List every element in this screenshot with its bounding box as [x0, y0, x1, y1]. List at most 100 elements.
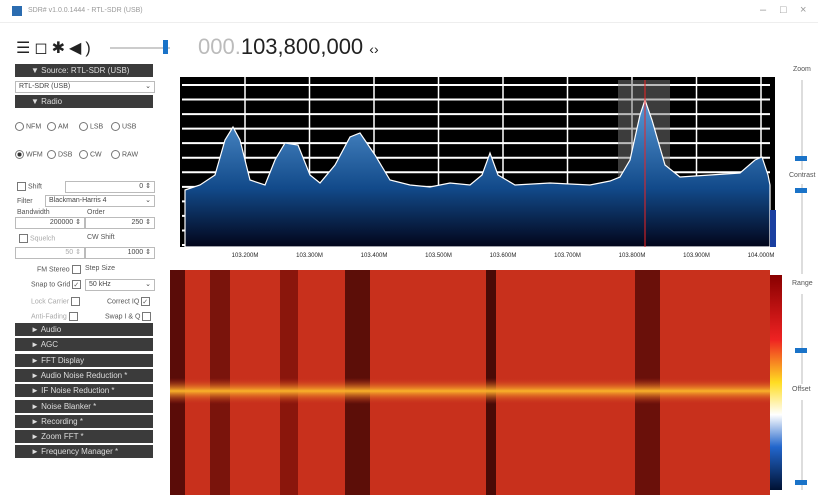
filter-label: Filter — [17, 198, 33, 205]
zoom-label: Zoom — [793, 66, 811, 73]
mode-option[interactable]: RAW — [111, 150, 138, 159]
volume-track — [110, 47, 170, 49]
device-text: RTL-SDR (USB) — [19, 83, 70, 90]
radio-button — [79, 122, 88, 131]
panel-header[interactable]: ► Frequency Manager * — [15, 445, 153, 458]
minimize[interactable]: – — [760, 4, 766, 16]
x-label: 103.500M — [425, 253, 452, 259]
squelch-check[interactable]: Squelch — [17, 234, 55, 243]
zoom-knob[interactable] — [795, 156, 807, 161]
lock-carrier-check[interactable]: Lock Carrier — [31, 297, 82, 306]
waterfall[interactable] — [170, 270, 785, 495]
y-label: -10 — [172, 83, 179, 89]
order-input[interactable]: 250 ⇕ — [85, 217, 155, 229]
y-label: -100 — [170, 214, 179, 220]
squelch-input[interactable]: 50 ⇕ — [15, 247, 85, 259]
anti-fading-label: Anti-Fading — [31, 313, 67, 320]
bandwidth-label: Bandwidth — [17, 209, 50, 216]
panel-title: Zoom FFT * — [41, 432, 84, 441]
correct-iq-check[interactable]: Correct IQ✓ — [107, 297, 152, 306]
radio-button — [111, 122, 120, 131]
sdr-window: SDR# v1.0.0.1444 - RTL-SDR (USB) – □ × ☰… — [0, 0, 818, 498]
source-header[interactable]: ▼ Source: RTL-SDR (USB) — [15, 64, 153, 77]
y-label: -70 — [172, 170, 179, 176]
radio-header[interactable]: ▼ Radio — [15, 95, 153, 108]
panel-title: Frequency Manager * — [41, 447, 118, 456]
left-panel: ▼ Source: RTL-SDR (USB) RTL-SDR (USB)⌄ ▼… — [15, 64, 155, 459]
anti-fading-check[interactable]: Anti-Fading — [31, 312, 80, 321]
level-meter — [770, 210, 776, 247]
range-label: Range — [792, 280, 813, 287]
filter-select[interactable]: Blackman-Harris 4⌄ — [45, 195, 155, 207]
mode-label: RAW — [122, 151, 138, 158]
mode-label: LSB — [90, 123, 103, 130]
panel-header[interactable]: ► Audio Noise Reduction * — [15, 369, 153, 382]
fm-stereo-check[interactable]: FM Stereo — [37, 265, 83, 274]
shift-value[interactable]: 0 ⇕ — [65, 181, 155, 193]
close[interactable]: × — [800, 4, 806, 16]
waterfall-frame — [170, 270, 785, 495]
y-label: -120 — [170, 243, 179, 249]
bandwidth-text: 200000 — [50, 219, 73, 226]
mode-option[interactable]: AM — [47, 122, 69, 131]
fm-stereo-label: FM Stereo — [37, 266, 70, 273]
x-label: 103.400M — [361, 253, 388, 259]
spectrum-analyzer[interactable]: -10-20-30-40-50-60-70-80-90-100-110-1201… — [170, 65, 785, 268]
mode-option[interactable]: USB — [111, 122, 136, 131]
signal-band — [170, 378, 770, 404]
panel-header[interactable]: ► Noise Blanker * — [15, 400, 153, 413]
contrast-knob[interactable] — [795, 188, 807, 193]
cw-shift-input[interactable]: 1000 ⇕ — [85, 247, 155, 259]
x-label: 103.800M — [619, 253, 646, 259]
mode-option[interactable]: NFM — [15, 122, 41, 131]
panel-header[interactable]: ► AGC — [15, 338, 153, 351]
mode-option[interactable]: WFM — [15, 150, 43, 159]
step-text: 50 kHz — [89, 281, 111, 288]
bandwidth-input[interactable]: 200000 ⇕ — [15, 217, 85, 229]
y-label: -30 — [172, 112, 179, 118]
panel-title: Audio — [41, 325, 61, 334]
mode-option[interactable]: LSB — [79, 122, 103, 131]
panel-title: AGC — [41, 340, 58, 349]
mode-option[interactable]: CW — [79, 150, 102, 159]
correct-iq-label: Correct IQ — [107, 298, 139, 305]
radio-button — [15, 150, 24, 159]
panel-title: Noise Blanker * — [41, 402, 96, 411]
radio-button — [111, 150, 120, 159]
step-select[interactable]: 50 kHz⌄ — [85, 279, 155, 291]
panel-header[interactable]: ► Audio — [15, 323, 153, 336]
panel-header[interactable]: ► Zoom FFT * — [15, 430, 153, 443]
snap-check[interactable]: Snap to Grid✓ — [31, 280, 83, 289]
panel-title: Audio Noise Reduction * — [41, 371, 128, 380]
mode-option[interactable]: DSB — [47, 150, 72, 159]
order-label: Order — [87, 209, 105, 216]
mode-label: CW — [90, 151, 102, 158]
squelch-label: Squelch — [30, 235, 55, 242]
offset-knob[interactable] — [795, 480, 807, 485]
x-label: 103.600M — [490, 253, 517, 259]
panel-header[interactable]: ► FFT Display — [15, 354, 153, 367]
panel-header[interactable]: ► Recording * — [15, 415, 153, 428]
y-label: -50 — [172, 141, 179, 147]
shift-check[interactable]: Shift — [15, 182, 42, 191]
y-label: -110 — [170, 228, 179, 234]
frequency-display[interactable]: 000.103,800,000 ‹› — [198, 34, 379, 60]
range-knob[interactable] — [795, 348, 807, 353]
x-label: 103.300M — [296, 253, 323, 259]
panel-header[interactable]: ► IF Noise Reduction * — [15, 384, 153, 397]
maximize[interactable]: □ — [780, 4, 787, 16]
y-label: -90 — [172, 199, 179, 205]
shift-value-text: 0 — [139, 183, 143, 190]
swap-iq-check[interactable]: Swap I & Q — [105, 312, 153, 321]
swap-iq-label: Swap I & Q — [105, 313, 140, 320]
volume-knob[interactable] — [163, 40, 168, 54]
tuning-arrows[interactable]: ‹› — [369, 41, 378, 57]
radio-button — [15, 122, 24, 131]
y-label: -80 — [172, 185, 179, 191]
window-title: SDR# v1.0.0.1444 - RTL-SDR (USB) — [28, 7, 143, 14]
toolbar-icons[interactable]: ☰◻✱◀) — [16, 38, 95, 58]
app-icon — [12, 6, 22, 16]
filter-text: Blackman-Harris 4 — [49, 197, 107, 204]
device-select[interactable]: RTL-SDR (USB)⌄ — [15, 81, 155, 93]
radio-header-text: Radio — [41, 97, 62, 106]
